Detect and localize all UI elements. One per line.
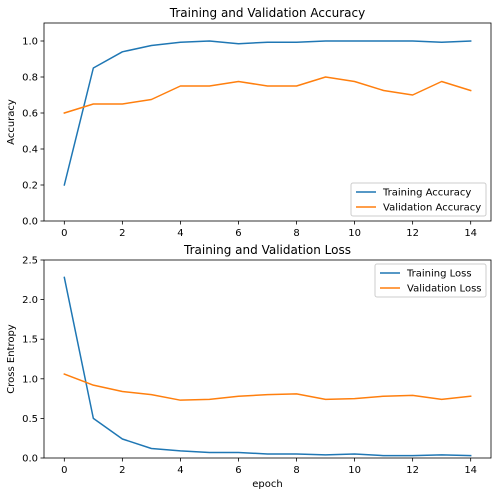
loss-x-tick-label: 10 [348, 465, 361, 476]
loss-series-validation-line [63, 373, 472, 401]
loss-y-tick-label: 2.5 [22, 256, 38, 267]
loss-y-tick-label: 0.0 [22, 454, 38, 465]
accuracy-x-tick-label: 14 [464, 228, 477, 239]
accuracy-x-tick-label: 2 [119, 228, 125, 239]
accuracy-x-tick-label: 4 [177, 228, 183, 239]
accuracy-y-axis-label: Accuracy [6, 99, 17, 145]
accuracy-y-tick-label: 1.0 [22, 37, 38, 48]
accuracy-x-tick-label: 6 [235, 228, 241, 239]
loss-chart-title: Training and Validation Loss [183, 243, 351, 257]
accuracy-y-tick-label: 0.0 [22, 217, 38, 228]
accuracy-legend-label: Validation Accuracy [383, 203, 481, 214]
loss-x-tick-label: 14 [464, 465, 477, 476]
accuracy-series-training-line [63, 40, 472, 186]
accuracy-legend-box [350, 182, 487, 217]
accuracy-chart: 0 2 4 6 8 10 12 14 0.0 0.2 0.4 0.6 0.8 1.0 Training an… [6, 6, 492, 239]
loss-x-tick-label: 0 [61, 465, 67, 476]
accuracy-y-tick-label: 0.2 [22, 181, 38, 192]
loss-y-tick-label: 1.0 [22, 374, 38, 385]
loss-x-tick-label: 8 [293, 465, 299, 476]
accuracy-x-tick-label: 0 [61, 228, 67, 239]
accuracy-series-validation-line [63, 76, 472, 114]
accuracy-chart-title: Training and Validation Accuracy [169, 6, 365, 20]
loss-x-tick-label: 12 [406, 465, 419, 476]
accuracy-x-tick-label: 12 [406, 228, 419, 239]
accuracy-y-tick-label: 0.4 [22, 145, 38, 156]
loss-y-tick-label: 1.5 [22, 335, 38, 346]
loss-legend-label: Validation Loss [407, 284, 482, 295]
loss-legend: Training Loss Validation Loss [374, 263, 487, 298]
accuracy-x-tick-label: 10 [348, 228, 361, 239]
accuracy-y-tick-label: 0.8 [22, 73, 38, 84]
loss-y-axis-label: Cross Entropy [6, 324, 17, 394]
accuracy-legend-label: Training Accuracy [382, 188, 471, 199]
loss-x-axis-label: epoch [252, 479, 282, 490]
loss-chart: 0 2 4 6 8 10 12 14 0.0 0.5 1.0 1.5 2.0 2.5 Training an… [6, 243, 492, 490]
accuracy-legend: Training Accuracy Validation Accuracy [350, 182, 487, 217]
loss-legend-label: Training Loss [406, 269, 472, 280]
accuracy-x-tick-label: 8 [293, 228, 299, 239]
accuracy-y-tick-label: 0.6 [22, 109, 38, 120]
loss-x-tick-label: 6 [235, 465, 241, 476]
loss-y-tick-label: 2.0 [22, 295, 38, 306]
loss-axes-frame [43, 259, 492, 459]
loss-x-tick-label: 4 [177, 465, 183, 476]
loss-series-training-line [63, 276, 472, 457]
loss-legend-box [374, 263, 487, 298]
accuracy-axes-frame [43, 22, 492, 222]
loss-x-tick-label: 2 [119, 465, 125, 476]
loss-y-tick-label: 0.5 [22, 414, 38, 425]
